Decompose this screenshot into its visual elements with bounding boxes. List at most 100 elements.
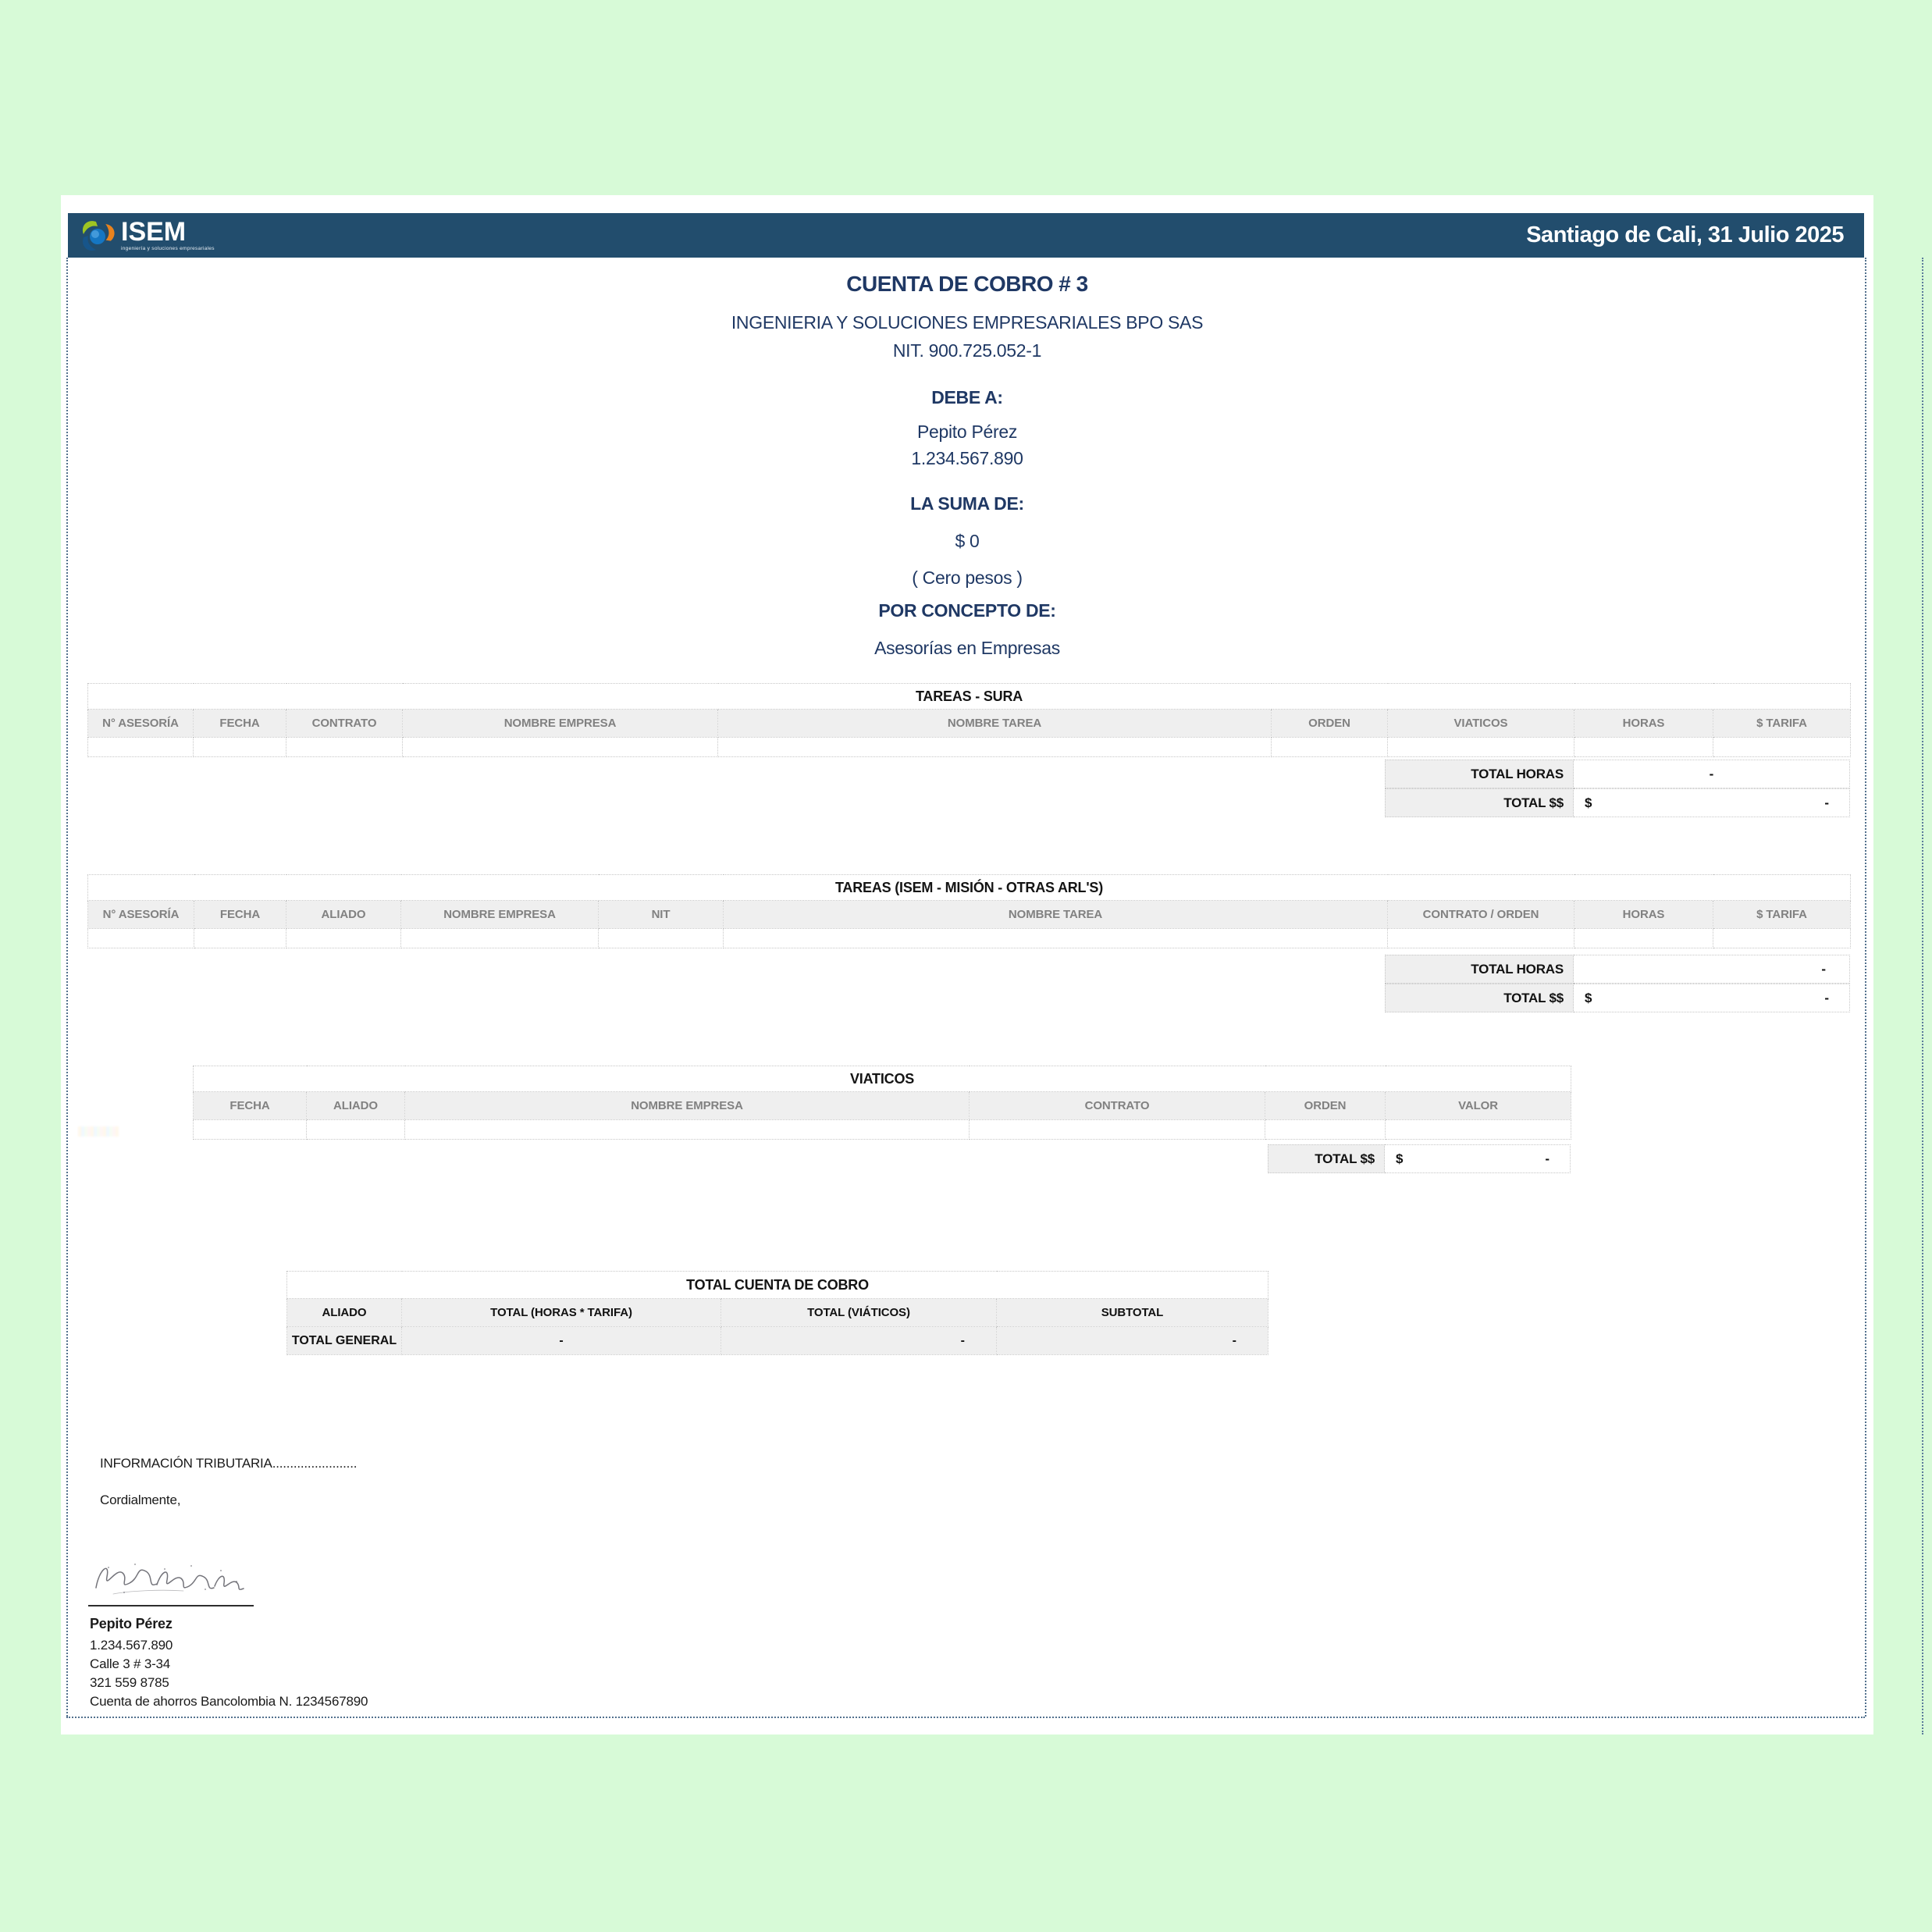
column-header: FECHA <box>193 709 286 738</box>
empty-cell <box>286 928 401 948</box>
company-name: INGENIERIA Y SOLUCIONES EMPRESARIALES BP… <box>731 312 1204 333</box>
subtotal-value: - <box>996 1326 1268 1355</box>
column-header: FECHA <box>194 900 286 929</box>
column-header: SUBTOTAL <box>996 1298 1268 1327</box>
page-border-left <box>66 258 68 1717</box>
isem-logo-text: ISEM ingeniería y soluciones empresarial… <box>121 219 215 252</box>
empty-cell <box>306 1119 405 1140</box>
empty-cell <box>193 1119 307 1140</box>
page-break-line <box>1922 258 1923 1735</box>
total-horas-value: - <box>1574 760 1850 788</box>
isem-logo: ISEM ingeniería y soluciones empresarial… <box>79 217 215 254</box>
column-header: NOMBRE EMPRESA <box>402 709 718 738</box>
total-horas-value: - <box>1574 955 1850 984</box>
suma-label: LA SUMA DE: <box>910 493 1024 514</box>
column-header: NOMBRE EMPRESA <box>400 900 599 929</box>
page-border-bottom <box>66 1717 1865 1718</box>
closing-text: Cordialmente, <box>100 1493 181 1507</box>
total-money-value: $ - <box>1574 788 1850 817</box>
table-title: TAREAS - SURA <box>87 683 1852 710</box>
empty-cell <box>87 928 194 948</box>
empty-cell <box>194 928 286 948</box>
page-border-right <box>1865 258 1866 1717</box>
empty-cell <box>1574 928 1713 948</box>
total-money-value: $ - <box>1385 1144 1571 1173</box>
brand-tagline: ingeniería y soluciones empresariales <box>121 246 215 252</box>
column-header: CONTRATO / ORDEN <box>1387 900 1574 929</box>
payee-name: Pepito Pérez <box>916 422 1018 442</box>
column-header: VALOR <box>1384 1091 1572 1120</box>
empty-cell <box>1387 928 1574 948</box>
empty-cell <box>598 928 724 948</box>
signer-id: 1.234.567.890 <box>90 1638 173 1653</box>
empty-cell <box>400 928 599 948</box>
column-header: TOTAL (VIÁTICOS) <box>720 1298 997 1327</box>
signer-phone: 321 559 8785 <box>90 1675 169 1690</box>
suma-amount: $ 0 <box>955 531 980 551</box>
total-horas-label: TOTAL HORAS <box>1385 955 1574 984</box>
concepto-value: Asesorías en Empresas <box>874 638 1060 658</box>
empty-cell <box>404 1119 970 1140</box>
column-header: HORAS <box>1574 900 1713 929</box>
header-bar: ISEM ingeniería y soluciones empresarial… <box>68 213 1864 258</box>
tax-info-text: INFORMACIÓN TRIBUTARIA..................… <box>100 1456 358 1471</box>
total-money-label: TOTAL $$ <box>1385 984 1574 1012</box>
signer-bank: Cuenta de ahorros Bancolombia N. 1234567… <box>90 1694 368 1709</box>
company-nit: NIT. 900.725.052-1 <box>892 340 1042 361</box>
total-money-value: $ - <box>1574 984 1850 1012</box>
signature-image <box>95 1564 244 1595</box>
column-header: CONTRATO <box>286 709 403 738</box>
column-header: ALIADO <box>306 1091 405 1120</box>
isem-logo-icon <box>82 220 115 251</box>
column-header: NIT <box>598 900 724 929</box>
signature-line <box>88 1605 254 1606</box>
table-title: TOTAL CUENTA DE COBRO <box>286 1271 1268 1299</box>
empty-cell <box>1712 737 1852 757</box>
column-header: CONTRATO <box>969 1091 1265 1120</box>
empty-cell <box>87 737 194 757</box>
signer-address: Calle 3 # 3-34 <box>90 1656 171 1671</box>
column-header: NOMBRE EMPRESA <box>404 1091 970 1120</box>
sura-totals: TOTAL HORAS - TOTAL $$ $ - <box>1385 760 1850 817</box>
column-header: NOMBRE TAREA <box>723 900 1388 929</box>
empty-cell <box>717 737 1272 757</box>
debe-a-label: DEBE A: <box>931 387 1003 407</box>
total-horas-label: TOTAL HORAS <box>1385 760 1574 788</box>
payee-id: 1.234.567.890 <box>911 448 1023 468</box>
total-general-label: TOTAL GENERAL <box>286 1326 402 1355</box>
column-header: $ TARIFA <box>1713 900 1851 929</box>
table-tareas-sura: TAREAS - SURA N° ASESORÍA FECHA CONTRATO… <box>87 683 1852 757</box>
table-tareas-isem: TAREAS (ISEM - MISIÓN - OTRAS ARL'S) N° … <box>87 874 1851 948</box>
isem-totals: TOTAL HORAS - TOTAL $$ $ - <box>1385 955 1850 1012</box>
column-header: N° ASESORÍA <box>87 709 194 738</box>
money-amount: - <box>1545 1151 1550 1166</box>
suma-words: ( Cero pesos ) <box>912 568 1023 588</box>
concepto-label: POR CONCEPTO DE: <box>878 600 1056 621</box>
empty-cell <box>193 737 286 757</box>
empty-cell <box>1713 928 1851 948</box>
document-page: ISEM ingeniería y soluciones empresarial… <box>61 195 1873 1735</box>
currency-symbol: $ <box>1585 795 1592 810</box>
table-title: VIATICOS <box>192 1066 1572 1092</box>
table-viaticos: VIATICOS FECHA ALIADO NOMBRE EMPRESA CON… <box>192 1066 1572 1140</box>
column-header: ORDEN <box>1265 1091 1386 1120</box>
column-header: N° ASESORÍA <box>87 900 194 929</box>
document-title: CUENTA DE COBRO # 3 <box>846 272 1088 296</box>
money-amount: - <box>1824 990 1829 1005</box>
column-header: ALIADO <box>286 1298 402 1327</box>
column-header: $ TARIFA <box>1712 709 1852 738</box>
empty-cell <box>1271 737 1388 757</box>
empty-cell <box>1384 1119 1572 1140</box>
signer-name: Pepito Pérez <box>90 1616 173 1631</box>
empty-cell <box>1574 737 1713 757</box>
currency-symbol: $ <box>1396 1151 1404 1166</box>
header-date: Santiago de Cali, 31 Julio 2025 <box>1526 222 1844 247</box>
faint-artifact <box>78 1126 119 1137</box>
empty-cell <box>1387 737 1574 757</box>
column-header: ORDEN <box>1271 709 1388 738</box>
empty-cell <box>723 928 1388 948</box>
money-amount: - <box>1824 795 1829 810</box>
column-header: TOTAL (HORAS * TARIFA) <box>401 1298 721 1327</box>
column-header: NOMBRE TAREA <box>717 709 1272 738</box>
